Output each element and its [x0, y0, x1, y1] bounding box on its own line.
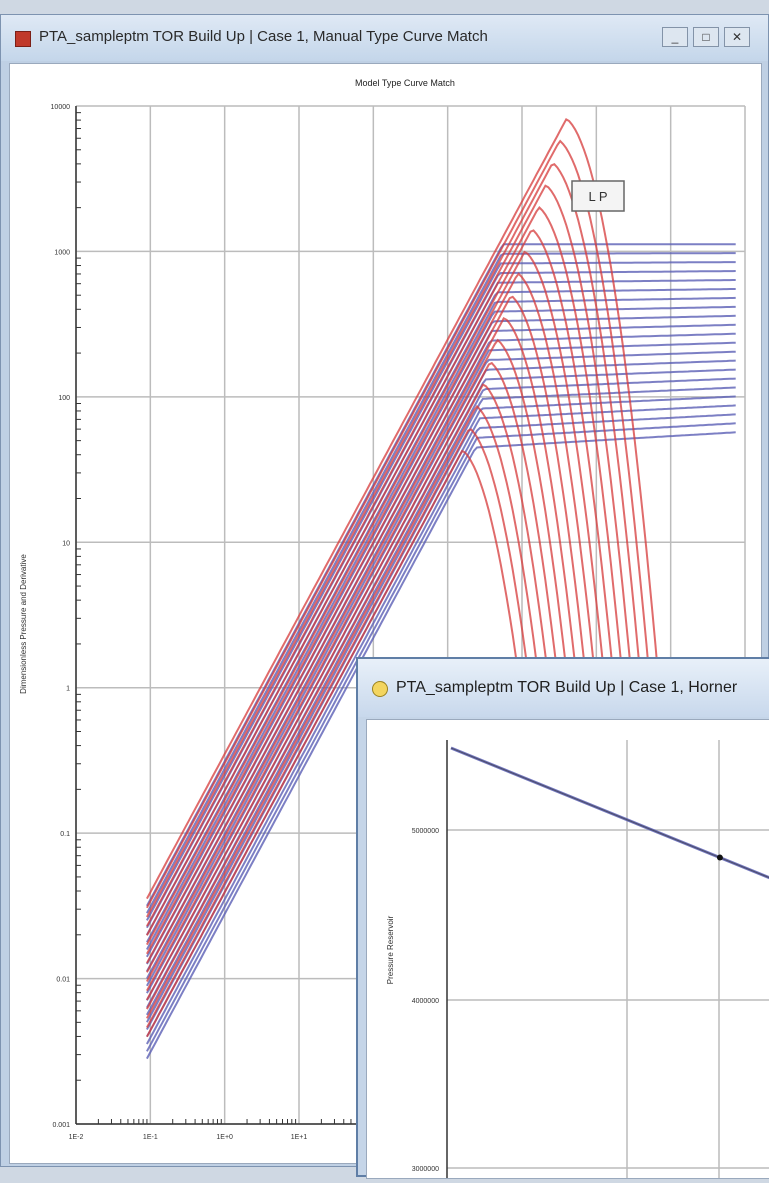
derivative-curve — [146, 163, 736, 918]
y-tick-label: 3000000 — [412, 1166, 439, 1173]
y-tick-label: 100 — [58, 395, 70, 402]
y-tick-label: 4000000 — [412, 998, 439, 1005]
y-axis-label: Dimensionless Pressure and Derivative — [19, 554, 28, 694]
app-icon — [15, 31, 31, 47]
horner-data-point — [716, 854, 723, 861]
horner-window-title: PTA_sampleptm TOR Build Up | Case 1, Hor… — [396, 679, 738, 696]
y-tick-label: 0.01 — [56, 977, 70, 984]
horner-line — [450, 746, 769, 880]
horner-grid — [446, 740, 769, 1178]
y-tick-label: 10 — [62, 540, 70, 547]
pressure-curve — [146, 261, 736, 921]
y-tick-label: 1000 — [54, 249, 70, 256]
derivative-curve — [146, 118, 736, 900]
maximize-button[interactable]: □ — [693, 27, 719, 47]
horner-titlebar[interactable]: PTA_sampleptm TOR Build Up | Case 1, Hor… — [358, 659, 769, 717]
horner-tick-labels: 5000000 4000000 3000000 — [412, 828, 439, 1173]
legend-text: L P — [588, 189, 607, 204]
pressure-curve — [146, 377, 736, 1016]
pressure-curve — [146, 332, 736, 980]
pressure-curve — [146, 386, 736, 1023]
pressure-curve — [146, 296, 736, 950]
legend-box[interactable]: L P — [571, 180, 625, 212]
horner-window: PTA_sampleptm TOR Build Up | Case 1, Hor… — [356, 657, 769, 1179]
derivative-curve — [146, 139, 736, 909]
horner-y-axis-label: Pressure Reservoir — [386, 915, 395, 984]
pressure-curve — [146, 431, 736, 1060]
pressure-curve — [146, 341, 736, 987]
y-tick-label: 0.001 — [52, 1122, 70, 1129]
window-titlebar[interactable]: PTA_sampleptm TOR Build Up | Case 1, Man… — [1, 15, 768, 61]
y-tick-label: 1 — [66, 686, 70, 693]
horner-app-icon — [372, 681, 388, 697]
x-tick-label: 1E+1 — [291, 1134, 308, 1141]
x-tick-label: 1E-2 — [69, 1134, 84, 1141]
minimize-button[interactable]: _ — [662, 27, 688, 47]
y-tick-label: 10000 — [51, 104, 71, 111]
pressure-curve — [146, 350, 736, 994]
pressure-curve — [146, 252, 736, 914]
chart-title: Model Type Curve Match — [355, 78, 455, 88]
horner-plot[interactable]: Pressure Reservoir 5000000 4000000 3000000 — [366, 719, 769, 1179]
pressure-curve — [146, 288, 736, 943]
pressure-curve — [146, 413, 736, 1045]
horner-chart[interactable]: Pressure Reservoir 5000000 4000000 3000000 — [367, 720, 769, 1178]
y-tick-label: 0.1 — [60, 831, 70, 838]
window-title: PTA_sampleptm TOR Build Up | Case 1, Man… — [39, 28, 488, 45]
pressure-curve — [146, 422, 736, 1052]
close-button[interactable]: ✕ — [724, 27, 750, 47]
x-tick-label: 1E+0 — [216, 1134, 233, 1141]
pressure-curve — [146, 305, 736, 958]
y-tick-label: 5000000 — [412, 828, 439, 835]
x-tick-label: 1E-1 — [143, 1134, 158, 1141]
